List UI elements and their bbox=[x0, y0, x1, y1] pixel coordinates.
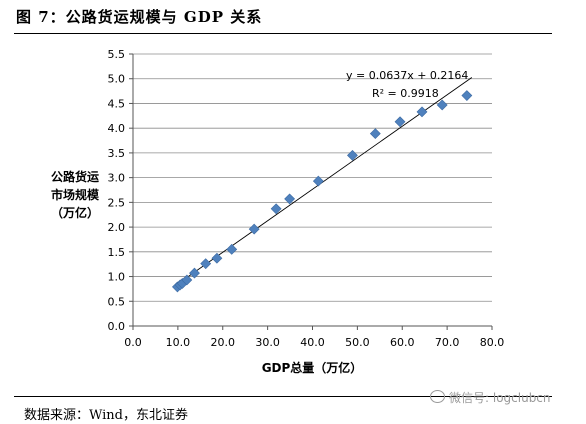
x-tick-label: 70.0 bbox=[435, 336, 460, 349]
x-axis-title: GDP总量（万亿） bbox=[262, 360, 363, 375]
x-tick-label: 10.0 bbox=[166, 336, 191, 349]
data-points bbox=[172, 90, 473, 293]
data-point bbox=[416, 106, 428, 118]
y-tick-label: 2.0 bbox=[108, 221, 126, 234]
figure-title: 图 7：公路货运规模与 GDP 关系 bbox=[16, 8, 263, 26]
data-point bbox=[270, 203, 282, 215]
watermark-text: 微信号: logclubcn bbox=[449, 391, 551, 405]
x-tick-label: 40.0 bbox=[300, 336, 325, 349]
y-tick-labels: 0.0 0.5 1.0 1.5 2.0 2.5 3.0 3.5 4.0 4.5 5.0 5.5 bbox=[108, 48, 126, 333]
x-tick-label: 30.0 bbox=[255, 336, 280, 349]
y-tick-label: 3.5 bbox=[108, 147, 126, 160]
x-tick-label: 60.0 bbox=[390, 336, 415, 349]
wechat-icon bbox=[430, 390, 445, 403]
y-tick-label: 5.0 bbox=[108, 73, 126, 86]
y-tick-label: 4.0 bbox=[108, 122, 126, 135]
data-point bbox=[461, 90, 473, 101]
x-tick-label: 20.0 bbox=[211, 336, 236, 349]
data-point bbox=[394, 116, 406, 128]
data-point bbox=[369, 128, 381, 140]
watermark: 微信号: logclubcn bbox=[430, 389, 551, 406]
regression-equation: y = 0.0637x + 0.2164 bbox=[346, 69, 468, 82]
data-point bbox=[211, 252, 223, 264]
data-point bbox=[189, 267, 200, 279]
gridlines bbox=[133, 53, 492, 302]
data-point bbox=[436, 99, 448, 111]
y-tick-label: 5.5 bbox=[108, 48, 126, 61]
y-axis-title-line-1: 公路货运 bbox=[50, 170, 99, 184]
y-tick-label: 1.0 bbox=[108, 271, 126, 284]
data-point bbox=[312, 175, 324, 187]
y-tick-label: 0.5 bbox=[108, 295, 126, 308]
x-tick-label: 80.0 bbox=[480, 336, 505, 349]
y-axis-title: 公路货运 市场规模 （万亿） bbox=[46, 168, 104, 222]
r-squared-label: R² = 0.9918 bbox=[372, 87, 439, 100]
x-tick-label: 50.0 bbox=[345, 336, 370, 349]
data-point bbox=[200, 258, 212, 270]
x-tick-label: 0.0 bbox=[124, 336, 142, 349]
axes bbox=[129, 53, 493, 330]
y-tick-label: 4.5 bbox=[108, 97, 126, 110]
data-point bbox=[226, 243, 238, 255]
y-tick-label: 1.5 bbox=[108, 246, 126, 259]
y-tick-label: 0.0 bbox=[108, 320, 126, 333]
y-axis-title-line-3: （万亿） bbox=[50, 206, 99, 220]
data-point bbox=[248, 223, 260, 235]
data-point bbox=[347, 149, 358, 161]
y-tick-label: 3.0 bbox=[108, 172, 126, 185]
data-point bbox=[284, 193, 296, 205]
y-tick-label: 2.5 bbox=[108, 196, 126, 209]
data-point bbox=[181, 274, 193, 286]
title-rule bbox=[14, 33, 552, 34]
source-rule bbox=[14, 396, 552, 397]
x-tick-labels: 0.0 10.0 20.0 30.0 40.0 50.0 60.0 70.0 80.0 bbox=[124, 336, 504, 349]
source-note: 数据来源：Wind，东北证券 bbox=[24, 408, 188, 423]
y-axis-title-line-2: 市场规模 bbox=[50, 188, 99, 202]
